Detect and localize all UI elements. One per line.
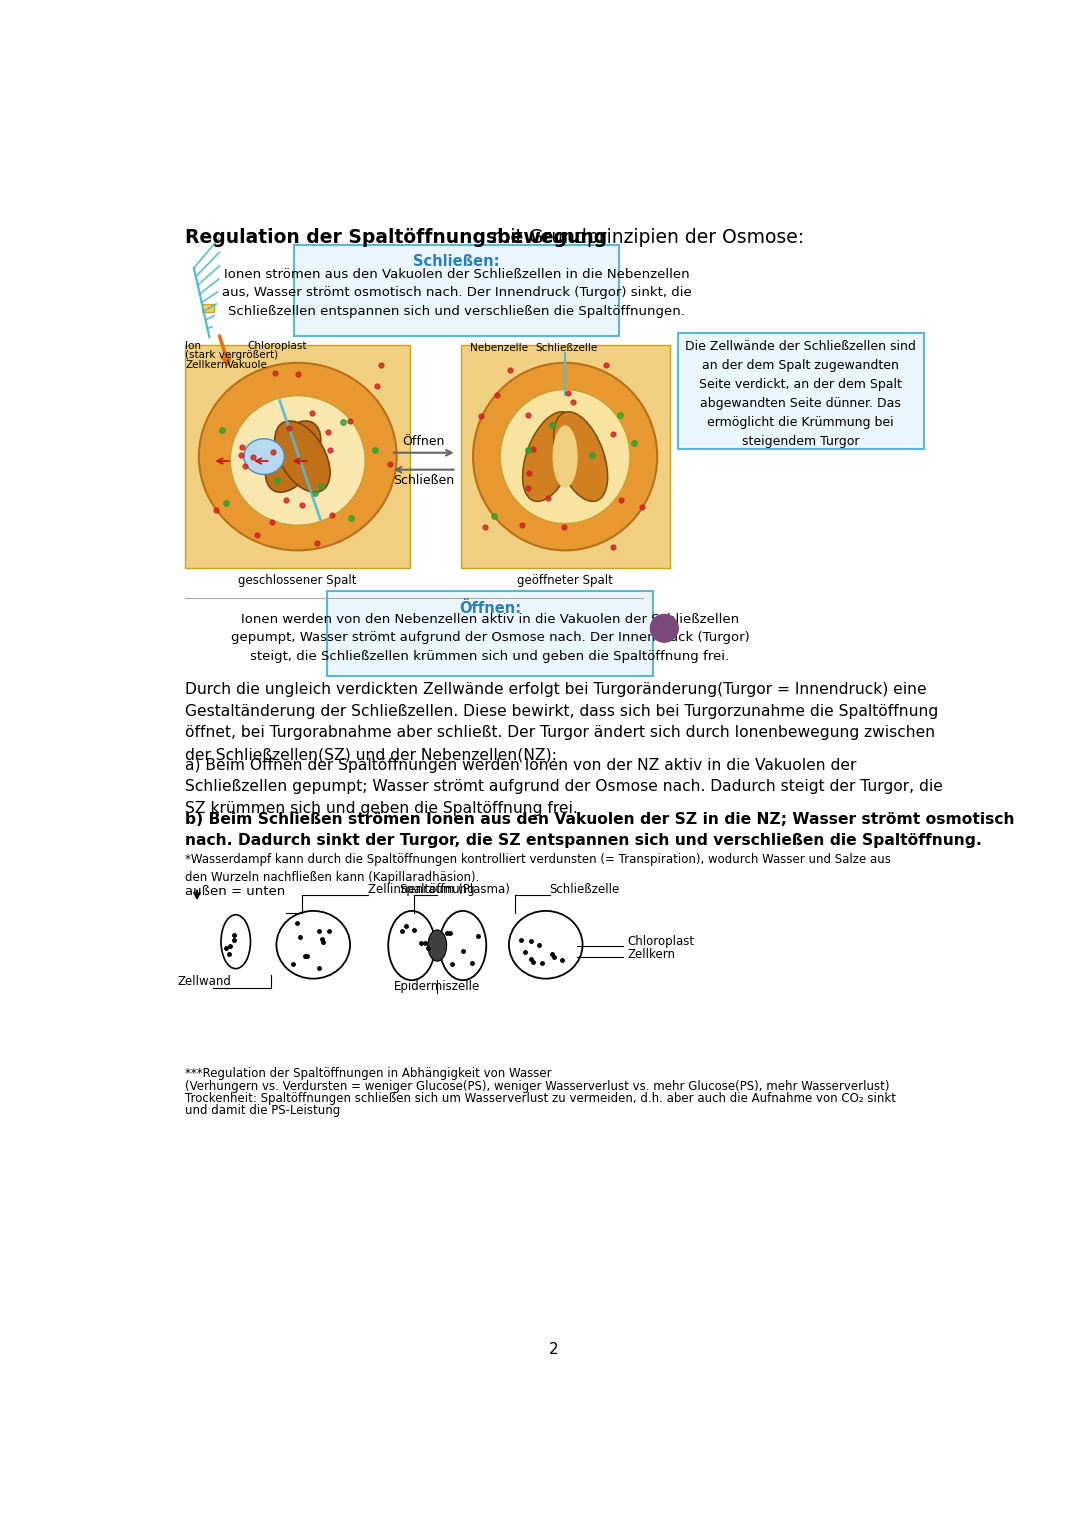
- Text: (Verhungern vs. Verdursten = weniger Glucose(PS), weniger Wasserverlust vs. mehr: (Verhungern vs. Verdursten = weniger Glu…: [186, 1080, 890, 1092]
- Text: Schließzelle: Schließzelle: [550, 883, 620, 896]
- Text: Zellkern: Zellkern: [186, 360, 228, 371]
- Text: Chloroplast: Chloroplast: [247, 341, 307, 351]
- Ellipse shape: [500, 389, 630, 524]
- Text: Chloroplast: Chloroplast: [627, 935, 694, 948]
- Text: Zellkern: Zellkern: [627, 948, 675, 962]
- Ellipse shape: [554, 412, 608, 501]
- Ellipse shape: [440, 912, 486, 980]
- Text: geöffneter Spalt: geöffneter Spalt: [517, 574, 613, 588]
- FancyBboxPatch shape: [294, 244, 619, 336]
- Text: Schließen: Schließen: [393, 475, 454, 487]
- Ellipse shape: [276, 912, 350, 979]
- Ellipse shape: [428, 930, 447, 960]
- Ellipse shape: [553, 426, 578, 487]
- Ellipse shape: [266, 421, 321, 492]
- Text: Epidermiszelle: Epidermiszelle: [394, 980, 481, 993]
- Text: 2: 2: [549, 1342, 558, 1358]
- Text: geschlossener Spalt: geschlossener Spalt: [239, 574, 357, 588]
- Text: mit Grundprinzipien der Osmose:: mit Grundprinzipien der Osmose:: [486, 228, 805, 247]
- Text: Ionen werden von den Nebenzellen aktiv in die Vakuolen der Schließzellen
gepumpt: Ionen werden von den Nebenzellen aktiv i…: [230, 612, 750, 663]
- Text: Schließen:: Schließen:: [414, 253, 500, 269]
- Text: Die Zellwände der Schließzellen sind
an der dem Spalt zugewandten
Seite verdickt: Die Zellwände der Schließzellen sind an …: [686, 339, 916, 447]
- Text: Spaltöffnung: Spaltöffnung: [400, 883, 475, 896]
- Text: Ion: Ion: [186, 341, 201, 351]
- Ellipse shape: [274, 421, 330, 492]
- Text: (stark vergrößert): (stark vergrößert): [186, 350, 279, 359]
- FancyBboxPatch shape: [327, 591, 652, 676]
- Text: Öffnen: Öffnen: [402, 435, 445, 447]
- Text: Ionen strömen aus den Vakuolen der Schließzellen in die Nebenzellen
aus, Wasser : Ionen strömen aus den Vakuolen der Schli…: [221, 267, 691, 318]
- Text: b) Beim Schließen strömen Ionen aus den Vakuolen der SZ in die NZ; Wasser strömt: b) Beim Schließen strömen Ionen aus den …: [186, 811, 1015, 847]
- Ellipse shape: [473, 363, 658, 550]
- Text: Vakuole: Vakuole: [227, 360, 268, 371]
- Text: Durch die ungleich verdickten Zellwände erfolgt bei Turgoränderung(Turgor = Inne: Durch die ungleich verdickten Zellwände …: [186, 683, 939, 762]
- Text: *Wasserdampf kann durch die Spaltöffnungen kontrolliert verdunsten (= Transpirat: *Wasserdampf kann durch die Spaltöffnung…: [186, 854, 891, 884]
- Circle shape: [650, 614, 678, 643]
- Text: und damit die PS-Leistung: und damit die PS-Leistung: [186, 1104, 340, 1118]
- Bar: [186, 345, 410, 568]
- Ellipse shape: [509, 912, 582, 979]
- Bar: [460, 345, 670, 568]
- Text: Nebenzelle: Nebenzelle: [470, 342, 528, 353]
- Text: Zellwand: Zellwand: [178, 974, 232, 988]
- Text: Regulation der Spaltöffnungsbewegung: Regulation der Spaltöffnungsbewegung: [186, 228, 608, 247]
- Text: ***Regulation der Spaltöffnungen in Abhängigkeit von Wasser: ***Regulation der Spaltöffnungen in Abhä…: [186, 1067, 552, 1080]
- Ellipse shape: [523, 412, 577, 501]
- Ellipse shape: [230, 395, 365, 525]
- Ellipse shape: [221, 915, 251, 968]
- Text: Zellinnenraum (Plasma): Zellinnenraum (Plasma): [367, 883, 510, 896]
- Bar: [202, 304, 214, 312]
- Text: Trockenheit: Spaltöffnungen schließen sich um Wasserverlust zu vermeiden, d.h. a: Trockenheit: Spaltöffnungen schließen si…: [186, 1092, 896, 1106]
- Ellipse shape: [388, 912, 435, 980]
- Text: Öffnen:: Öffnen:: [459, 600, 521, 615]
- Text: außen = unten: außen = unten: [186, 886, 285, 898]
- FancyBboxPatch shape: [677, 333, 924, 449]
- Text: a) Beim Öffnen der Spaltöffnungen werden Ionen von der NZ aktiv in die Vakuolen : a) Beim Öffnen der Spaltöffnungen werden…: [186, 754, 943, 815]
- Ellipse shape: [244, 438, 284, 475]
- Text: Schließzelle: Schließzelle: [536, 342, 598, 353]
- Ellipse shape: [199, 363, 396, 550]
